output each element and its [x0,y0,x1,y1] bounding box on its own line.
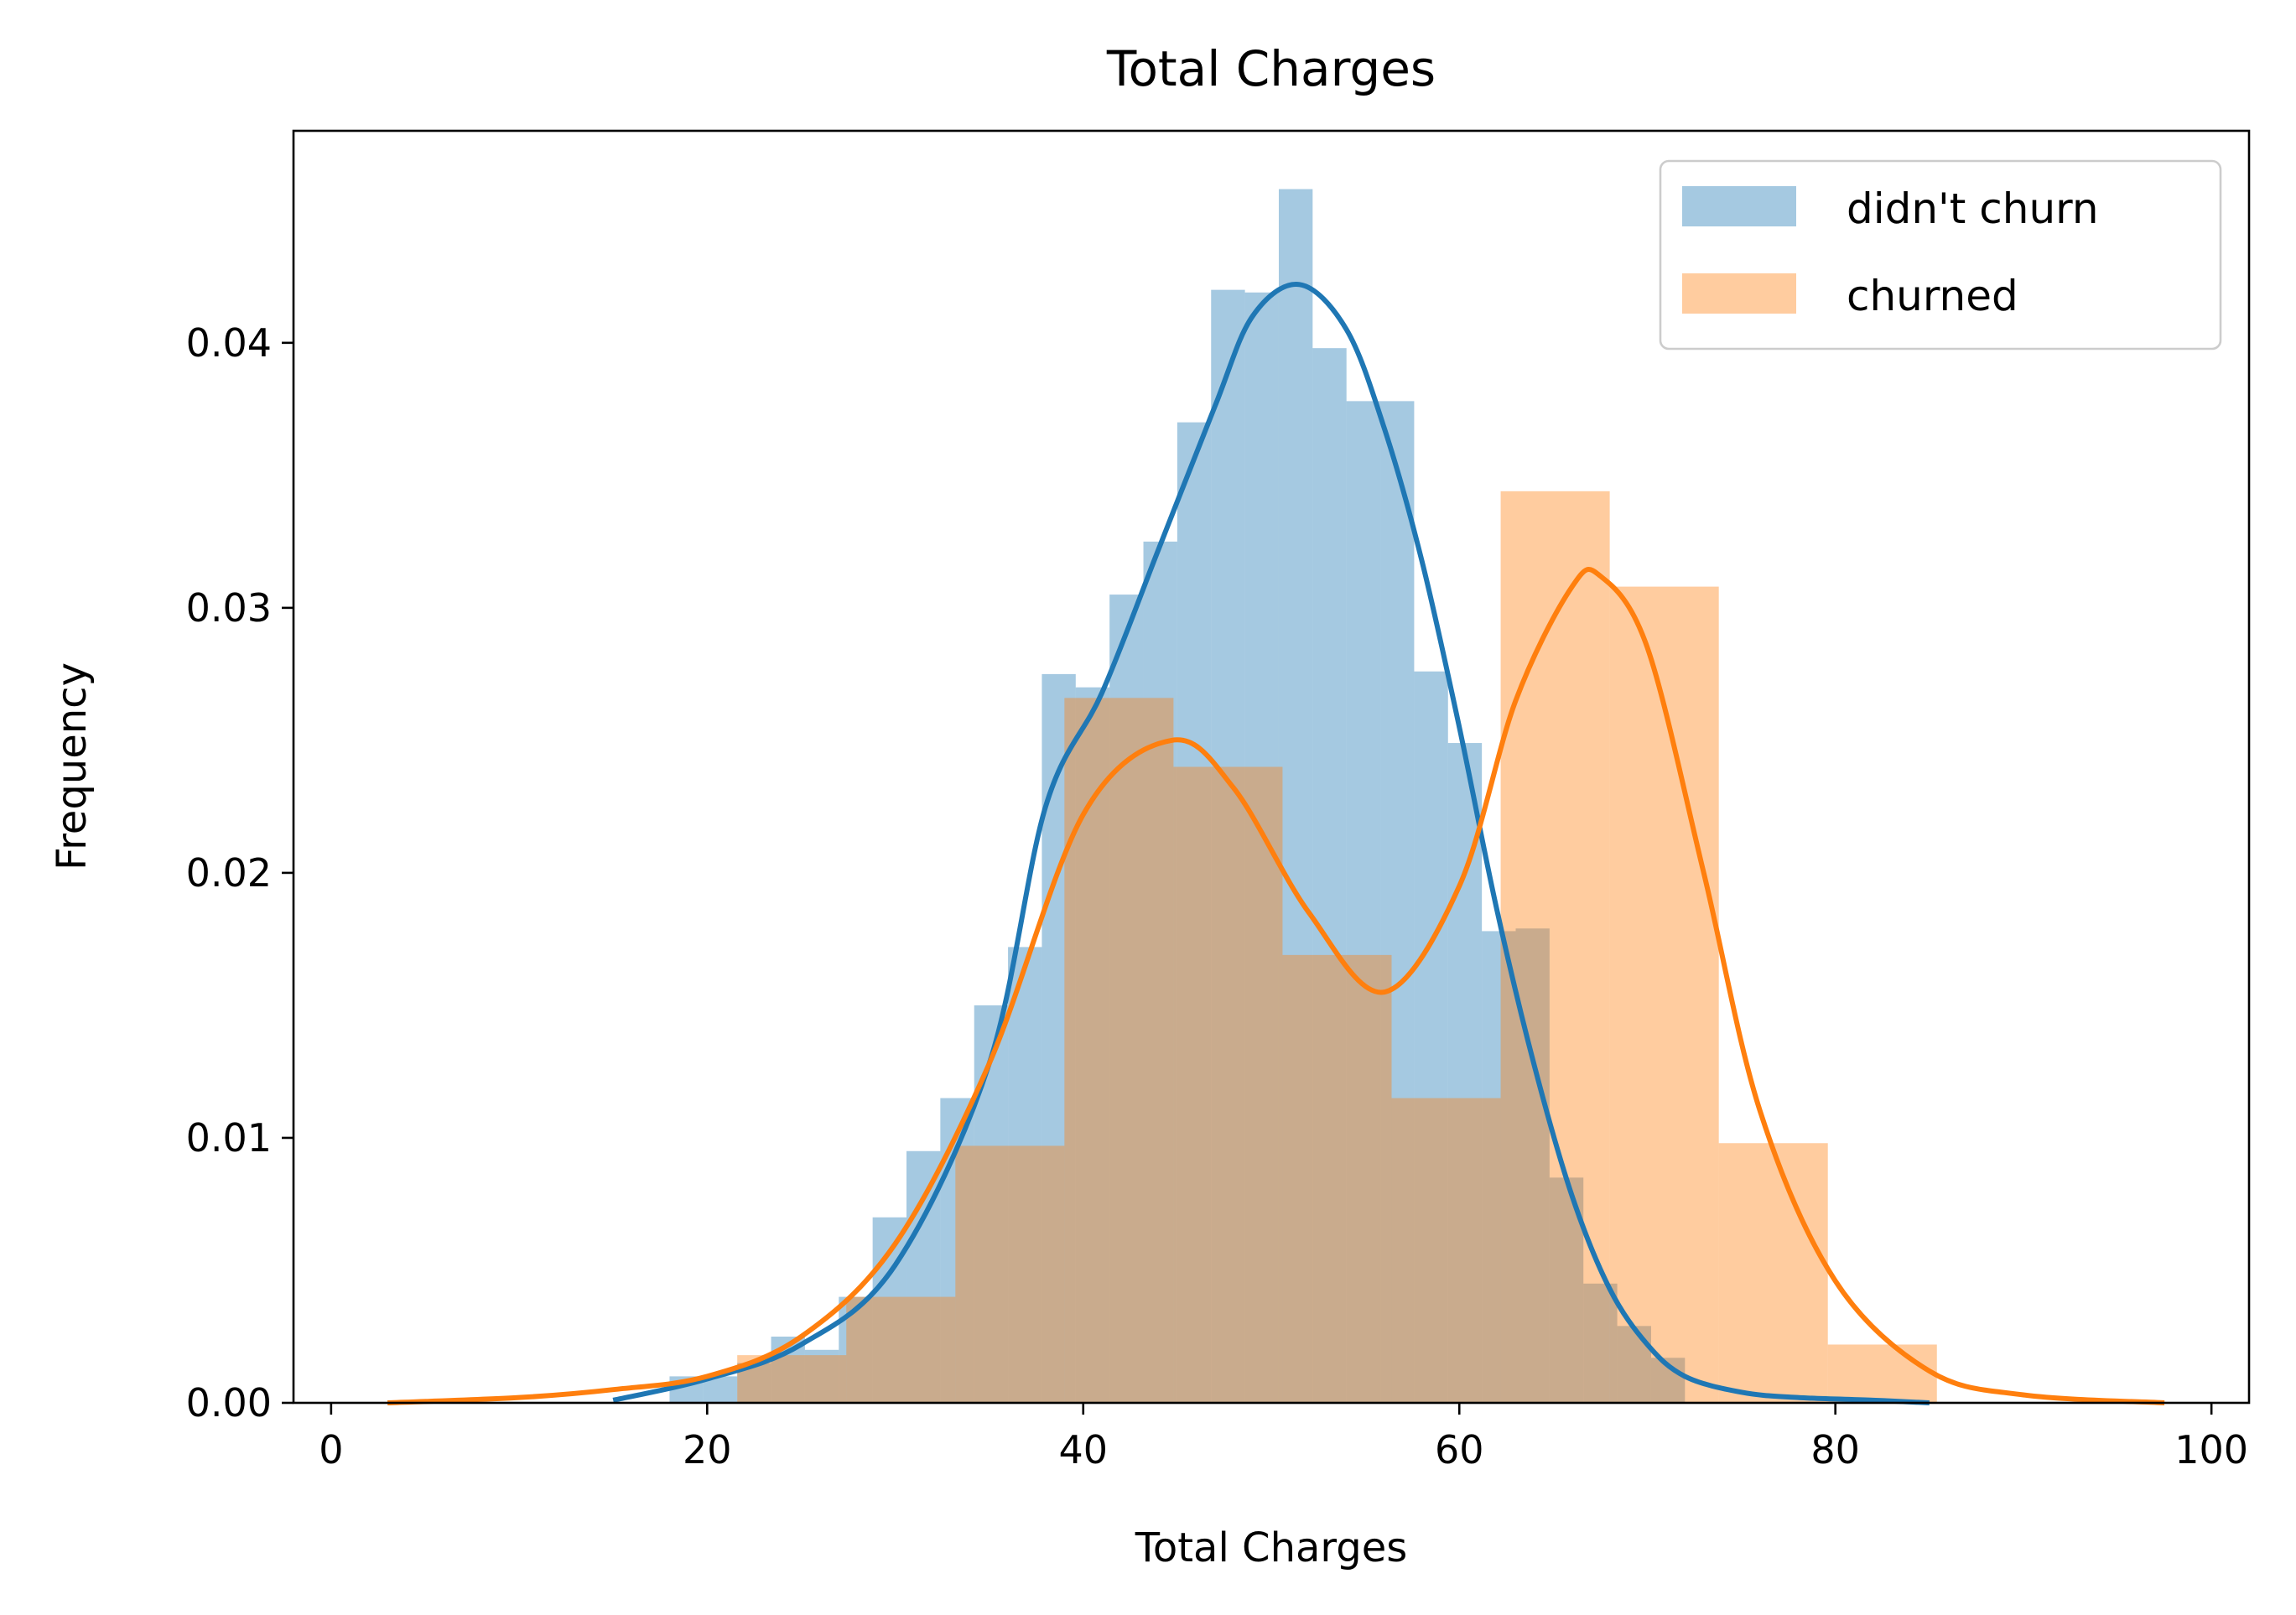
hist-bar-didn-t-churn-16 [1211,289,1245,1403]
hist-bar-didn-t-churn-17 [1244,292,1279,1404]
y-axis-label: Frequency [49,662,96,870]
hist-bar-didn-t-churn-22 [1414,671,1448,1403]
legend-label-didnt-churn: didn't churn [1847,184,2099,233]
hist-bar-didn-t-churn-27 [1583,1283,1618,1403]
x-tick-label: 20 [683,1427,732,1472]
hist-bar-didn-t-churn-14 [1143,541,1177,1404]
hist-bar-didn-t-churn-9 [974,1005,1009,1403]
hist-bar-didn-t-churn-24 [1482,931,1516,1403]
legend-swatch-churned [1682,273,1796,314]
hist-bar-churned-2 [955,1145,1065,1403]
kde-line-didn-t-churn [612,282,1930,1405]
hist-bar-didn-t-churn-10 [1008,947,1042,1403]
histogram-churned [737,491,1937,1403]
hist-bar-didn-t-churn-21 [1380,401,1415,1403]
plot-area [387,189,2165,1405]
y-tick-label: 0.03 [186,585,272,631]
x-axis-label: Total Charges [1135,1524,1408,1571]
histogram-didn-t-churn [669,189,1686,1404]
x-tick-label: 0 [319,1427,343,1472]
x-tick-label: 100 [2174,1427,2248,1472]
hist-bar-churned-8 [1609,586,1719,1403]
legend-label-churned: churned [1847,272,2018,320]
hist-bar-churned-3 [1064,698,1174,1403]
hist-bar-churned-9 [1718,1143,1828,1403]
legend-frame [1659,159,2222,351]
hist-bar-churned-10 [1827,1344,1937,1403]
hist-bar-didn-t-churn-19 [1312,348,1347,1403]
hist-bar-didn-t-churn-5 [839,1296,873,1403]
hist-bar-churned-5 [1282,954,1392,1403]
hist-bar-didn-t-churn-18 [1278,189,1313,1403]
x-axis: 0 20 40 60 80 100 [319,1403,2248,1472]
hist-bar-didn-t-churn-4 [804,1349,839,1403]
chart-title: Total Charges [1106,40,1436,97]
hist-bar-didn-t-churn-13 [1109,595,1144,1403]
hist-bar-didn-t-churn-15 [1177,422,1212,1403]
hist-bar-churned-6 [1391,1098,1501,1403]
x-tick-label: 60 [1435,1427,1484,1472]
x-tick-label: 40 [1058,1427,1108,1472]
hist-bar-didn-t-churn-23 [1447,743,1483,1403]
y-tick-label: 0.02 [186,850,272,896]
hist-bar-churned-7 [1500,491,1610,1403]
legend: didn't churn churned [1659,159,2222,351]
legend-swatch-didnt-churn [1682,186,1796,226]
axes-frame [292,129,2251,1405]
y-tick-label: 0.00 [186,1380,272,1425]
y-axis: 0.00 0.01 0.02 0.03 0.04 [186,320,293,1425]
hist-bar-didn-t-churn-20 [1346,401,1381,1403]
x-tick-label: 80 [1810,1427,1860,1472]
kde-line-churned [387,567,2165,1405]
y-tick-label: 0.04 [186,320,272,366]
hist-bar-churned-1 [846,1296,956,1403]
hist-bar-churned-4 [1173,766,1283,1403]
hist-bar-didn-t-churn-12 [1075,687,1110,1403]
y-tick-label: 0.01 [186,1115,272,1161]
